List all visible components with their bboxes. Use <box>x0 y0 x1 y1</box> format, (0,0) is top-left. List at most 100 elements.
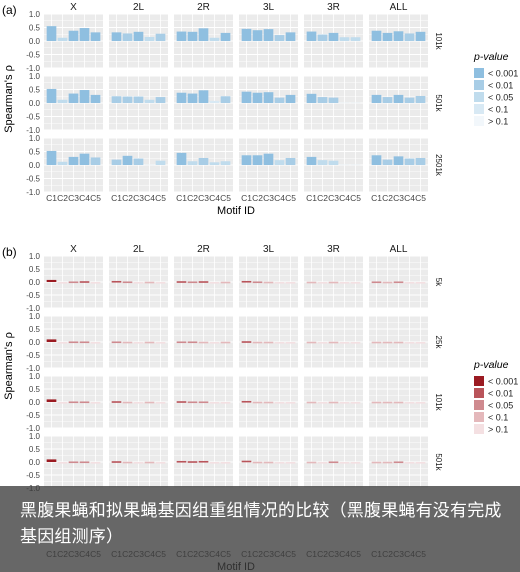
bar <box>155 402 166 404</box>
bar <box>90 32 101 41</box>
bar <box>274 97 285 103</box>
bar <box>241 91 252 103</box>
facet-strip-title: ALL <box>390 244 408 255</box>
bar <box>415 31 426 41</box>
bar <box>68 30 79 41</box>
y-tick-label: 0.0 <box>29 99 41 108</box>
y-axis-title: Spearman's ρ <box>3 332 15 400</box>
bar <box>57 402 68 404</box>
bar <box>46 88 57 103</box>
facet-row-label: 501k <box>434 453 443 471</box>
bar <box>285 32 296 41</box>
bar <box>317 34 328 41</box>
bar <box>350 37 361 41</box>
x-tick-label: C4 <box>144 193 155 203</box>
legend-title-text: p-value <box>473 51 509 63</box>
x-tick-label: C3 <box>133 193 144 203</box>
y-tick-label: 0.5 <box>29 325 41 334</box>
bar <box>339 462 350 464</box>
bar <box>306 281 317 284</box>
bar <box>209 462 220 464</box>
y-tick-label: 0.5 <box>29 24 41 33</box>
bar <box>220 32 231 41</box>
bar <box>90 342 101 344</box>
bar <box>57 37 68 41</box>
bar <box>382 461 393 464</box>
bar <box>328 97 339 103</box>
bar <box>263 29 274 41</box>
legend-label: > 0.1 <box>488 425 508 435</box>
bar <box>90 94 101 103</box>
bar <box>339 282 350 284</box>
bar <box>328 461 339 464</box>
legend-swatch <box>474 92 484 102</box>
y-axis-title: Spearman's ρ <box>3 65 15 133</box>
bar <box>404 158 415 165</box>
y-tick-label: -0.5 <box>26 291 40 300</box>
panel-label: (a) <box>2 3 17 17</box>
x-tick-label: C3 <box>328 193 339 203</box>
facet-strip-title: ALL <box>390 2 408 13</box>
facet-strip-title: 3L <box>263 2 275 13</box>
bar <box>46 279 57 282</box>
bar <box>176 341 187 344</box>
bar <box>371 30 382 41</box>
bar <box>350 402 361 404</box>
bar <box>263 281 274 284</box>
bar <box>317 97 328 103</box>
bar <box>133 402 144 404</box>
legend-label: > 0.1 <box>488 117 508 127</box>
bar <box>263 341 274 344</box>
bar <box>68 341 79 344</box>
bar <box>393 401 404 404</box>
bar <box>133 342 144 344</box>
bar <box>306 461 317 464</box>
bar <box>350 462 361 464</box>
bar <box>317 402 328 404</box>
bar <box>328 281 339 284</box>
x-tick-label: C5 <box>90 193 101 203</box>
bar <box>393 94 404 103</box>
bar <box>68 461 79 464</box>
y-tick-label: 0.0 <box>29 398 41 407</box>
bar <box>155 342 166 344</box>
bar <box>79 28 90 41</box>
bar <box>263 401 274 404</box>
caption-text: 黑腹果蝇和拟果蝇基因组重组情况的比较（黑腹果蝇有没有完成基因组测序） <box>20 501 502 547</box>
x-tick-label: C2 <box>382 193 393 203</box>
bar <box>274 35 285 41</box>
bar <box>220 281 231 284</box>
bar <box>46 150 57 165</box>
y-tick-label: 0.5 <box>29 445 41 454</box>
bar <box>252 281 263 284</box>
bar <box>415 462 426 464</box>
y-tick-label: 0.5 <box>29 86 41 95</box>
bar <box>176 152 187 165</box>
bar <box>285 462 296 464</box>
bar <box>155 97 166 103</box>
bar <box>46 26 57 41</box>
bar <box>176 401 187 403</box>
facet-strip-title: 2L <box>133 244 145 255</box>
bar <box>187 461 198 463</box>
bar <box>111 401 122 403</box>
y-tick-label: 1.0 <box>29 372 41 381</box>
y-tick-label: -1.0 <box>26 64 40 73</box>
bar <box>328 160 339 165</box>
bar <box>46 339 57 342</box>
bar <box>404 402 415 404</box>
bar <box>122 281 133 284</box>
bar <box>209 37 220 41</box>
facet-row-label: 25k <box>434 336 443 350</box>
bar <box>371 461 382 464</box>
bar <box>339 402 350 404</box>
bar <box>371 341 382 344</box>
bar <box>404 342 415 344</box>
bar <box>209 402 220 404</box>
bar <box>241 155 252 165</box>
x-tick-label: C4 <box>79 193 90 203</box>
bar <box>122 155 133 165</box>
bar <box>241 400 252 403</box>
y-tick-label: -1.0 <box>26 126 40 135</box>
bar <box>57 99 68 103</box>
